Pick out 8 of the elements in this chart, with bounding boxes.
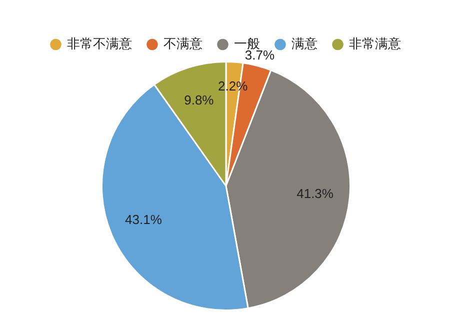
- legend-label: 一般: [234, 36, 260, 52]
- data-label: 41.3%: [296, 186, 334, 202]
- data-label: 43.1%: [125, 212, 162, 228]
- legend-label: 满意: [291, 36, 318, 52]
- data-label: 9.8%: [184, 92, 214, 108]
- legend-label: 非常不满意: [66, 36, 132, 52]
- legend-label: 非常满意: [348, 36, 401, 52]
- legend-label: 不满意: [163, 36, 202, 52]
